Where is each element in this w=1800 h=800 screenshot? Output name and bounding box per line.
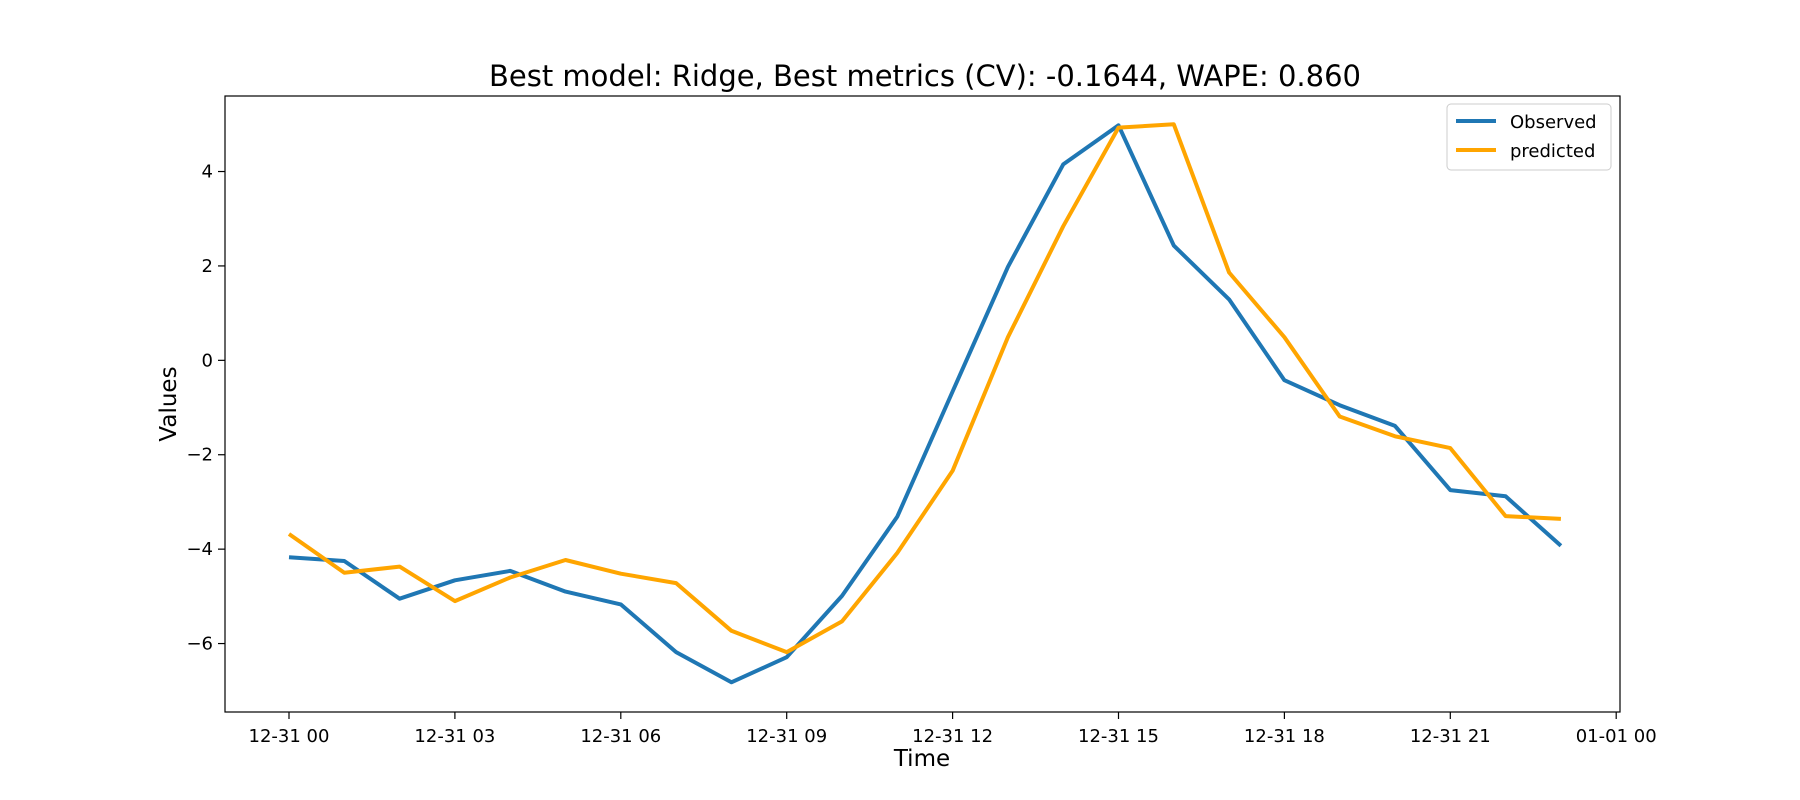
y-tick-label: 0 xyxy=(202,350,213,371)
x-tick-label: 12-31 12 xyxy=(912,726,993,747)
plot-area xyxy=(287,122,1563,685)
legend: Observed predicted xyxy=(1446,103,1612,171)
axes-frame xyxy=(224,95,1621,713)
x-tick-label: 12-31 03 xyxy=(414,726,495,747)
legend-label-predicted: predicted xyxy=(1510,141,1595,162)
x-tick-label: 12-31 18 xyxy=(1244,726,1325,747)
y-tick-label: 4 xyxy=(202,162,213,183)
y-tick-label: 2 xyxy=(202,256,213,277)
series-line-predicted xyxy=(287,122,1562,655)
series-line-observed xyxy=(288,123,1563,685)
x-tick-label: 12-31 06 xyxy=(580,726,661,747)
x-tick-label: 01-01 00 xyxy=(1576,726,1657,747)
y-tick-label: −2 xyxy=(186,445,213,466)
y-axis-label: Values xyxy=(156,366,182,441)
y-tick-label: −6 xyxy=(186,634,213,655)
x-tick-label: 12-31 21 xyxy=(1410,726,1491,747)
y-axis-ticks: −6 −4 −2 0 2 4 xyxy=(186,162,225,655)
x-tick-label: 12-31 15 xyxy=(1078,726,1159,747)
x-tick-label: 12-31 00 xyxy=(249,726,330,747)
x-tick-label: 12-31 09 xyxy=(746,726,827,747)
chart-title: Best model: Ridge, Best metrics (CV): -0… xyxy=(489,59,1361,93)
x-axis-ticks: 12-31 00 12-31 03 12-31 06 12-31 09 12-31 12… xyxy=(249,712,1657,747)
y-tick-label: −4 xyxy=(186,539,213,560)
legend-label-observed: Observed xyxy=(1510,112,1597,133)
x-axis-label: Time xyxy=(893,746,950,772)
